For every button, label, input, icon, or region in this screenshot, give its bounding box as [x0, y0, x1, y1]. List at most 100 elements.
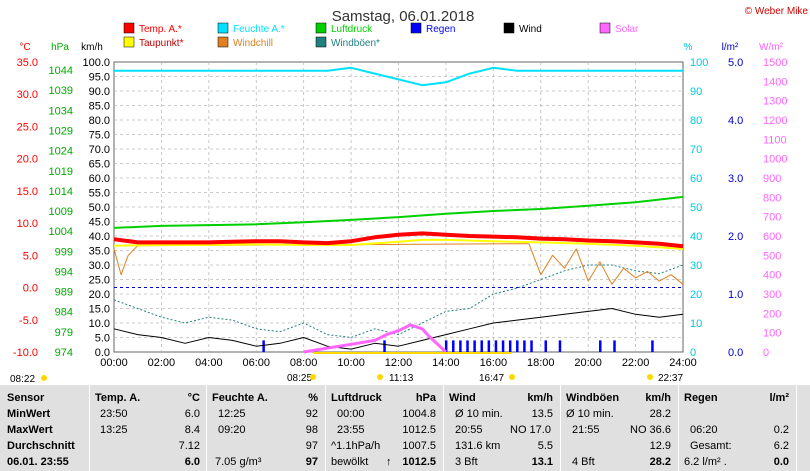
rain-bar	[459, 340, 462, 352]
pressure-tick-label: 1044	[49, 65, 73, 77]
line-feuchte	[114, 66, 683, 87]
humidity-tick-label: 0	[690, 347, 696, 359]
wind-tick-label: 85.0	[89, 101, 110, 113]
wind-tick-label: 50.0	[89, 202, 110, 214]
unit-luftdruck: hPa	[415, 392, 436, 404]
sun-icon	[647, 374, 653, 380]
sun-icon	[377, 374, 383, 380]
temp-avg-value: 7.12	[178, 440, 200, 452]
rain-bar	[501, 340, 505, 352]
sun-time-label: 08:25	[287, 373, 312, 384]
temp-max-time: 13:25	[100, 424, 128, 436]
temp-tick-label: 5.0	[23, 250, 38, 262]
unit-regen: l/m²	[769, 392, 789, 404]
axis-title-wind: km/h	[81, 42, 103, 53]
weather-chart: Samstag, 06.01.2018 © Weber Mike Temp. A…	[10, 6, 808, 385]
rain-bar	[599, 340, 602, 352]
regen-current-value: 0.0	[773, 456, 789, 468]
feuchte-current-value: 97	[305, 456, 318, 468]
rain-bar	[558, 340, 562, 352]
legend-swatch	[599, 22, 611, 34]
windboeen-avg-label: Ø 10 min.	[566, 408, 614, 420]
wind-tick-label: 55.0	[89, 188, 110, 200]
legend-label: Solar	[615, 24, 639, 35]
right-axes: 10090807060504030201005.04.03.02.01.00.0…	[690, 57, 787, 359]
wind-tick-label: 10.0	[89, 318, 110, 330]
legend-swatch	[315, 22, 327, 34]
legend-swatch	[217, 22, 229, 34]
pressure-tick-label: 1024	[49, 146, 73, 158]
axis-title-temp: °C	[19, 42, 30, 53]
luftdruck-trend-rate: ^1.1hPa/h	[331, 440, 381, 452]
rain-bar	[508, 340, 512, 352]
legend-label: Windböen*	[331, 38, 380, 49]
legend-swatch	[123, 22, 135, 34]
sun-markers: 08:22 08:25 11:13 16:47 22:37	[10, 352, 683, 385]
pressure-tick-label: 994	[55, 266, 73, 278]
wind-tick-label: 0.0	[95, 347, 110, 359]
row-label-avg: Durchschnitt	[7, 440, 75, 452]
luftdruck-max-value: 1012.5	[402, 424, 436, 436]
header-wind: Wind	[449, 392, 476, 404]
temp-tick-label: 35.0	[17, 57, 38, 69]
solar-tick-label: 100	[763, 328, 781, 340]
x-tick-label: 02:00	[148, 357, 176, 369]
temp-tick-label: -5.0	[19, 315, 38, 327]
wind-tick-label: 15.0	[89, 304, 110, 316]
pressure-tick-label: 1014	[49, 186, 73, 198]
chart-title: Samstag, 06.01.2018	[332, 8, 475, 25]
windboeen-mean-value: 12.9	[649, 440, 671, 452]
axis-title-pressure: hPa	[51, 42, 69, 53]
regen-max-time: 06:20	[690, 424, 718, 436]
rain-bar	[383, 340, 386, 352]
regen-max-value: 0.2	[773, 424, 789, 436]
axis-title-humidity: %	[684, 42, 693, 53]
legend-swatch	[315, 36, 327, 48]
x-tick-label: 18:00	[527, 357, 555, 369]
wind-tick-label: 90.0	[89, 86, 110, 98]
rain-bars	[262, 340, 654, 352]
rain-tick-label: 3.0	[728, 173, 743, 185]
windboeen-max-direction: NO 36.6	[630, 424, 671, 436]
wind-tick-label: 5.0	[95, 333, 110, 345]
legend-label: Temp. A.*	[139, 24, 182, 35]
pressure-tick-label: 974	[55, 347, 73, 359]
humidity-tick-label: 100	[690, 57, 708, 69]
pressure-tick-label: 1039	[49, 85, 73, 97]
solar-tick-label: 300	[763, 289, 781, 301]
wind-current-value: 13.1	[531, 456, 553, 468]
regen-total-value: 6.2	[773, 440, 789, 452]
line-windboeen	[113, 264, 684, 338]
feuchte-min-time: 12:25	[218, 408, 246, 420]
pressure-tick-label: 1004	[49, 226, 73, 238]
temp-current-value: 6.0	[184, 456, 200, 468]
unit-temp: °C	[187, 392, 200, 404]
wind-tick-label: 80.0	[89, 115, 110, 127]
wind-distance: 131.6 km	[455, 440, 501, 452]
rain-bar	[473, 340, 476, 352]
wind-tick-label: 100.0	[82, 57, 110, 69]
temp-tick-label: 30.0	[17, 89, 38, 101]
humidity-tick-label: 50	[690, 202, 702, 214]
rain-bar	[262, 340, 265, 352]
wind-mean-value: 5.5	[537, 440, 553, 452]
x-tick-label: 14:00	[432, 357, 460, 369]
windboeen-beaufort: 4 Bft	[572, 456, 595, 468]
line-taupunkt	[113, 238, 684, 250]
axis-titles: °C hPa km/h% l/m² W/m²	[19, 42, 783, 53]
axis-title-rain: l/m²	[722, 42, 739, 53]
solar-tick-label: 1100	[763, 134, 787, 146]
wind-tick-label: 35.0	[89, 246, 110, 258]
solar-tick-label: 1200	[763, 115, 787, 127]
luftdruck-min-value: 1004.8	[402, 408, 436, 420]
windboeen-avg-value: 28.2	[649, 408, 671, 420]
wind-max-time: 20:55	[455, 424, 483, 436]
legend-swatch	[217, 36, 229, 48]
feuchte-max-time: 09:20	[218, 424, 246, 436]
humidity-tick-label: 30	[690, 260, 702, 272]
statistics-table	[0, 385, 810, 471]
temp-tick-label: 25.0	[17, 121, 38, 133]
legend-label: Regen	[426, 24, 455, 35]
x-tick-label: 10:00	[337, 357, 365, 369]
wind-max-direction: NO 17.0	[510, 424, 551, 436]
